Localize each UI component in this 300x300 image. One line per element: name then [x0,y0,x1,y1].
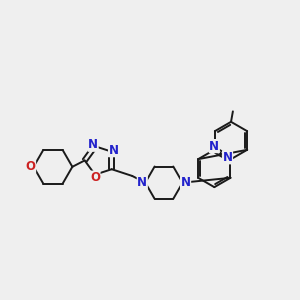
Text: O: O [90,171,100,184]
Text: N: N [137,176,147,189]
Text: N: N [223,151,232,164]
Text: N: N [209,140,219,153]
Text: N: N [88,138,98,151]
Text: N: N [181,176,190,189]
Text: O: O [26,160,36,173]
Text: N: N [109,144,118,157]
